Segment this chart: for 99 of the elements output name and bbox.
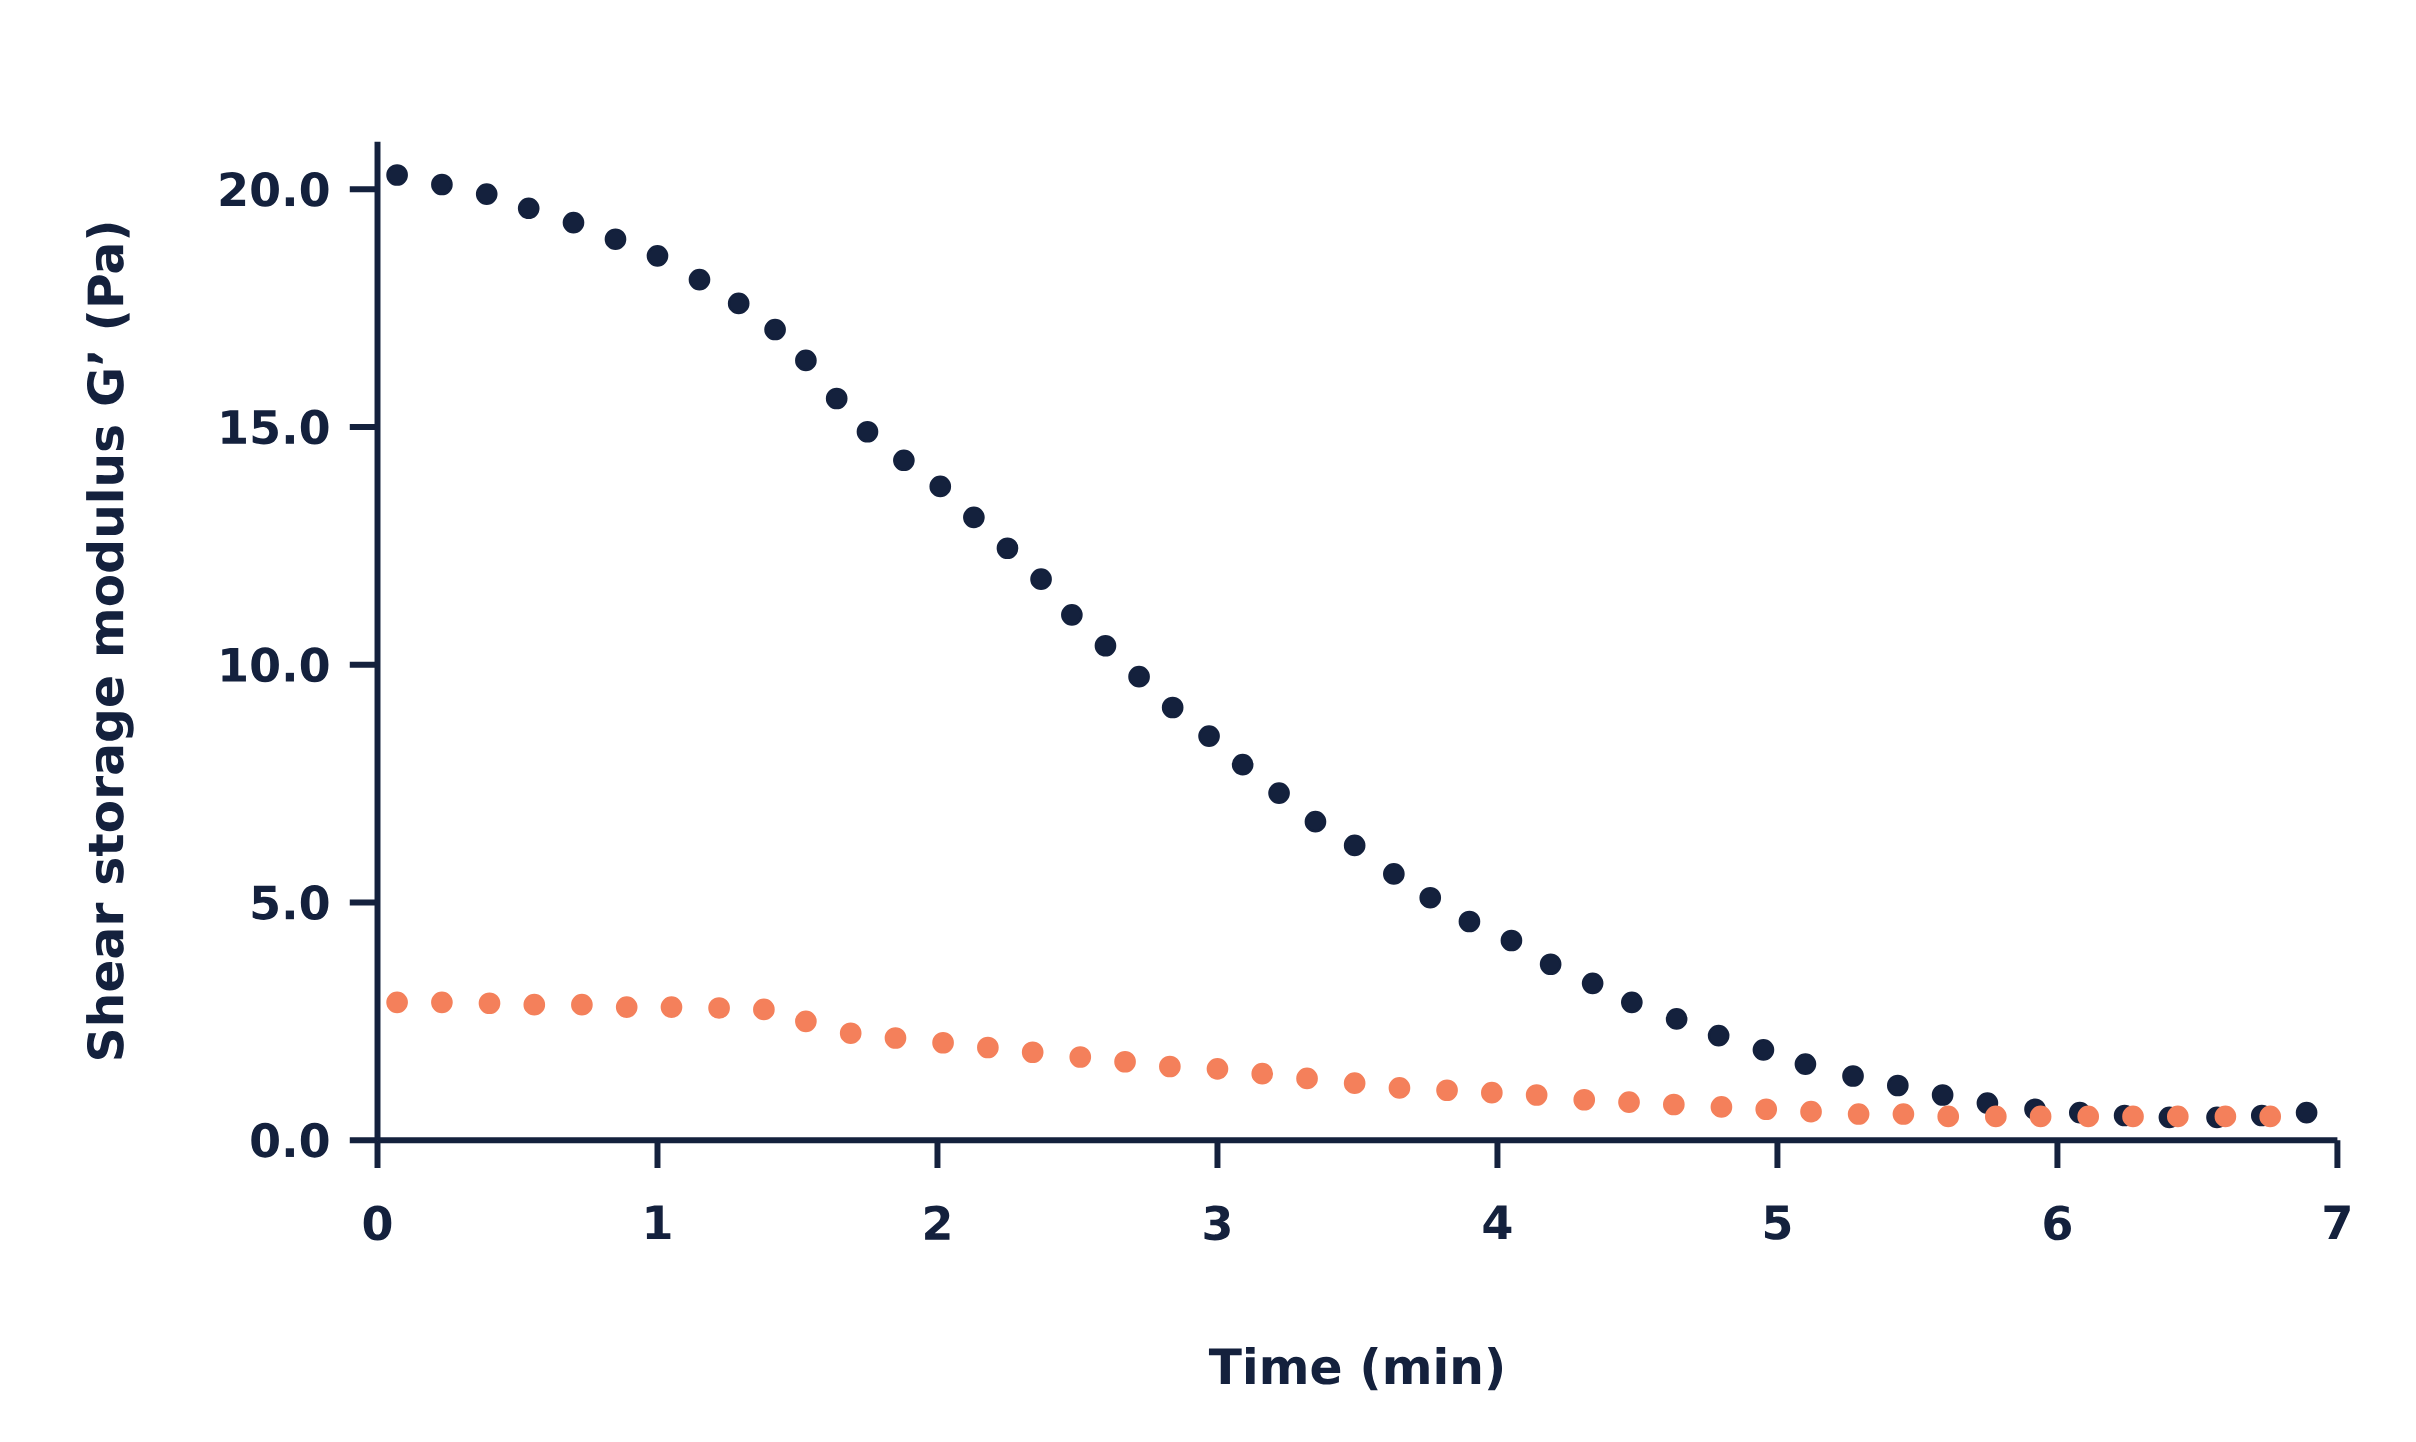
point bbox=[475, 183, 498, 205]
point bbox=[1752, 1038, 1775, 1061]
point bbox=[1539, 953, 1562, 976]
point bbox=[1296, 1067, 1318, 1090]
point bbox=[1128, 665, 1150, 688]
point bbox=[795, 1010, 817, 1033]
y-tick-label: 0.0 bbox=[251, 1122, 329, 1158]
point bbox=[2214, 1105, 2237, 1128]
y-axis-title: Shear storage modulus G’ (Pa) bbox=[86, 223, 134, 1059]
point bbox=[1620, 991, 1643, 1014]
point bbox=[1206, 1057, 1229, 1080]
point bbox=[753, 998, 775, 1021]
point bbox=[1388, 1076, 1411, 1099]
point bbox=[478, 992, 501, 1014]
x-tick-label: 2 bbox=[925, 1205, 950, 1240]
point bbox=[963, 506, 985, 529]
point bbox=[893, 449, 915, 472]
point bbox=[1755, 1098, 1778, 1121]
x-tick-label: 5 bbox=[1764, 1205, 1791, 1240]
point bbox=[386, 991, 408, 1014]
point bbox=[839, 1022, 862, 1044]
point bbox=[1710, 1095, 1733, 1118]
point bbox=[884, 1027, 907, 1049]
point bbox=[523, 993, 546, 1016]
point bbox=[386, 164, 408, 186]
point bbox=[517, 197, 540, 220]
y-tick-label: 20.0 bbox=[220, 171, 329, 207]
point bbox=[1343, 834, 1366, 857]
point bbox=[1842, 1065, 1864, 1087]
point bbox=[646, 244, 669, 267]
point bbox=[571, 993, 593, 1016]
point bbox=[1458, 910, 1481, 933]
point bbox=[688, 268, 711, 291]
point bbox=[1161, 696, 1184, 719]
point bbox=[615, 996, 638, 1018]
point bbox=[996, 537, 1019, 559]
point bbox=[1343, 1072, 1366, 1094]
point bbox=[1525, 1084, 1548, 1106]
x-tick-label: 3 bbox=[1204, 1205, 1230, 1241]
point bbox=[2077, 1105, 2100, 1128]
x-tick-label: 0 bbox=[363, 1205, 392, 1241]
y-tick-label: 15.0 bbox=[222, 409, 329, 445]
point bbox=[1114, 1050, 1136, 1073]
point bbox=[604, 228, 627, 250]
point bbox=[1304, 810, 1327, 833]
x-tick-label: 7 bbox=[2324, 1205, 2350, 1240]
point bbox=[1268, 782, 1290, 804]
point bbox=[1159, 1055, 1181, 1078]
point bbox=[1581, 972, 1604, 995]
point bbox=[1198, 725, 1220, 747]
point bbox=[1892, 1103, 1915, 1125]
point bbox=[1886, 1074, 1909, 1097]
x-axis-title: Time (min) bbox=[1208, 1346, 1503, 1391]
point bbox=[1794, 1053, 1817, 1075]
point bbox=[1665, 1008, 1688, 1030]
point bbox=[1030, 568, 1052, 590]
point bbox=[1231, 753, 1254, 776]
point bbox=[2259, 1105, 2282, 1128]
point bbox=[795, 349, 817, 372]
point bbox=[1383, 863, 1405, 885]
point bbox=[431, 991, 453, 1014]
point bbox=[932, 1031, 954, 1054]
point bbox=[1061, 603, 1083, 626]
point bbox=[1931, 1084, 1954, 1106]
point bbox=[1436, 1079, 1458, 1102]
point bbox=[1500, 929, 1523, 952]
point bbox=[727, 292, 750, 315]
x-tick-label: 1 bbox=[646, 1205, 671, 1240]
point bbox=[1847, 1103, 1870, 1125]
point bbox=[1618, 1091, 1640, 1113]
point bbox=[2122, 1105, 2144, 1128]
point bbox=[1251, 1062, 1274, 1085]
point bbox=[1094, 634, 1117, 657]
point bbox=[1662, 1093, 1685, 1116]
point bbox=[431, 173, 453, 196]
point bbox=[764, 318, 786, 341]
point bbox=[825, 387, 848, 410]
point bbox=[1707, 1024, 1730, 1047]
point bbox=[1481, 1081, 1503, 1104]
x-tick-label: 4 bbox=[1483, 1205, 1512, 1240]
point bbox=[929, 475, 952, 498]
point bbox=[660, 996, 683, 1018]
point bbox=[1069, 1046, 1092, 1068]
point bbox=[856, 420, 879, 443]
point bbox=[1937, 1105, 1960, 1128]
point bbox=[1800, 1100, 1822, 1123]
point bbox=[1419, 886, 1442, 909]
x-tick-label: 6 bbox=[2044, 1205, 2071, 1241]
point bbox=[2295, 1101, 2318, 1124]
point bbox=[562, 211, 585, 234]
point bbox=[2029, 1105, 2052, 1128]
point bbox=[977, 1036, 999, 1059]
point bbox=[1573, 1088, 1596, 1111]
y-tick-label: 5.0 bbox=[252, 884, 329, 920]
y-tick-label: 10.0 bbox=[222, 647, 329, 683]
point bbox=[1021, 1041, 1044, 1063]
point bbox=[2166, 1105, 2189, 1128]
point bbox=[1984, 1105, 2007, 1128]
point bbox=[708, 997, 730, 1019]
